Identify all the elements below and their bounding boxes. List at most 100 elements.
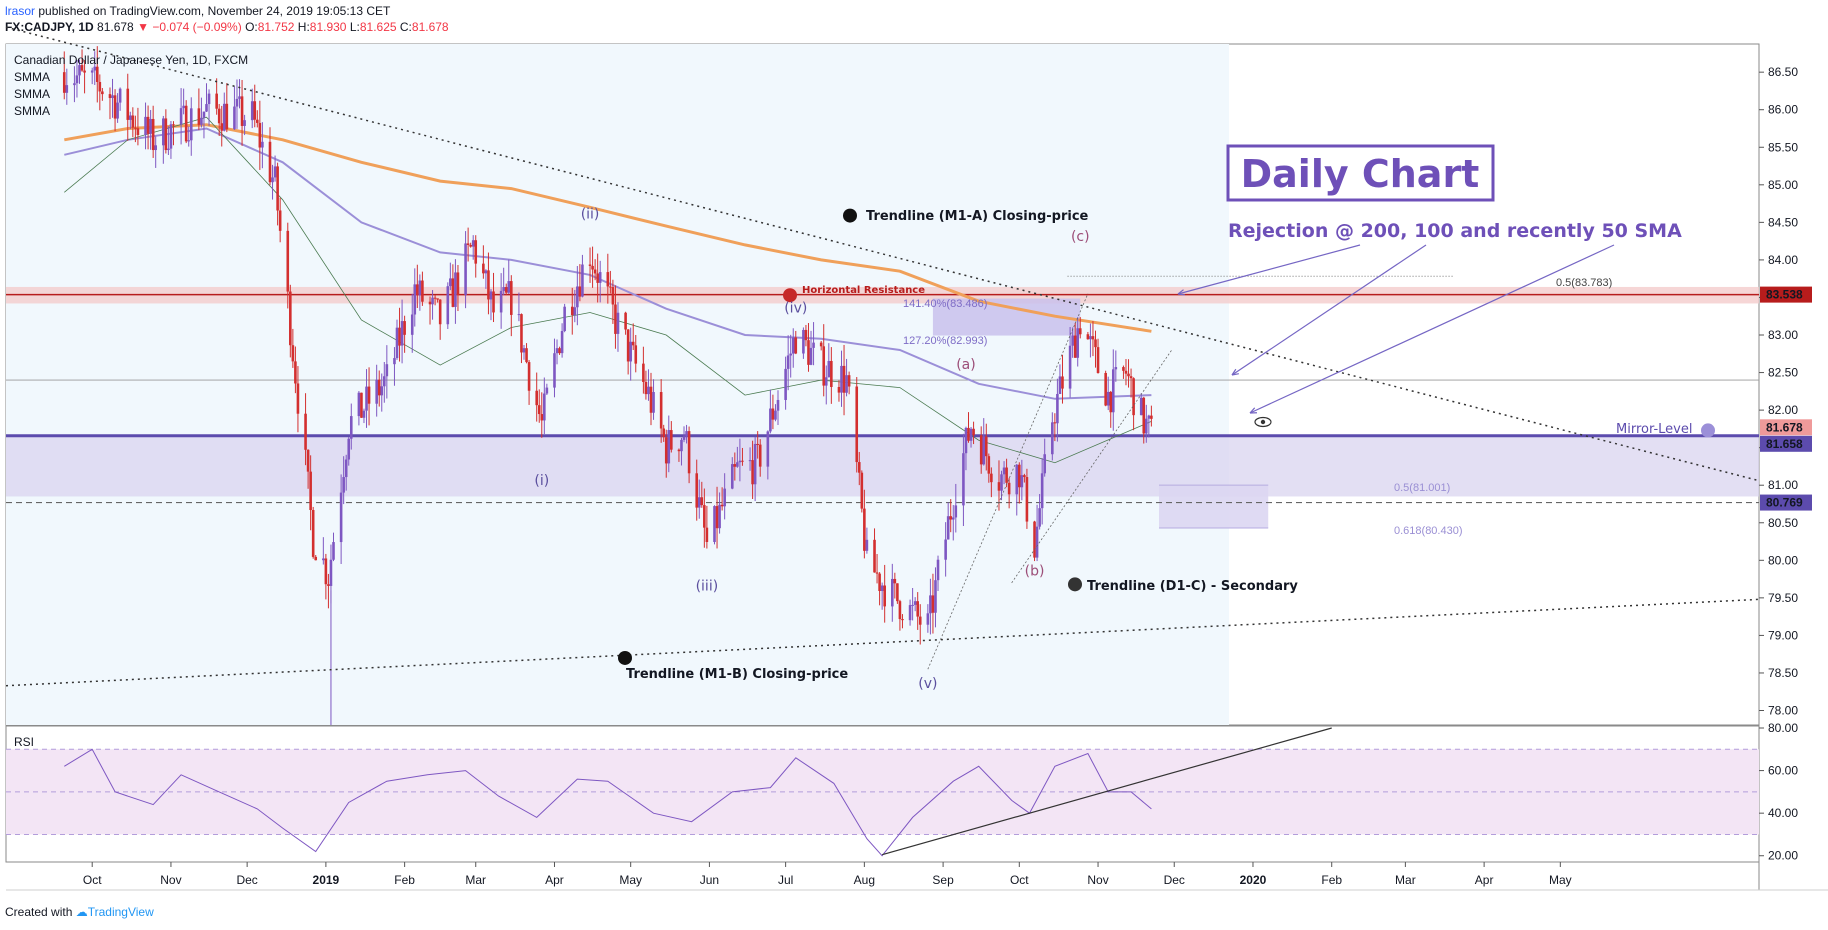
y-tick-label: 85.50 (1768, 140, 1798, 154)
candle-body (662, 428, 665, 438)
candle-body (502, 287, 505, 291)
candle (362, 408, 366, 424)
candle-body (233, 106, 236, 130)
candle-body (936, 559, 940, 581)
candle-body (558, 348, 561, 354)
candle-body (520, 314, 523, 353)
candle-body (398, 327, 401, 346)
candle (667, 415, 671, 473)
candle-body (1124, 370, 1128, 374)
candle-body (385, 364, 389, 377)
arrow-100-head (1231, 368, 1239, 376)
candle-body (990, 473, 993, 483)
candle-body (111, 95, 114, 99)
candle (979, 426, 983, 474)
candle (634, 334, 638, 373)
candle-body (789, 353, 792, 356)
candle-body (98, 81, 102, 92)
candle (116, 93, 119, 123)
candle (809, 330, 813, 366)
rsi-line (64, 748, 1152, 857)
candle-body (700, 497, 704, 506)
candle-body (207, 93, 211, 105)
candle (1056, 378, 1059, 442)
candle-body (1089, 336, 1092, 340)
candle (685, 424, 688, 444)
candle (1078, 317, 1082, 339)
candle (588, 247, 592, 283)
candle-body (525, 348, 528, 363)
candle-body (946, 516, 950, 540)
candle (982, 418, 986, 466)
candle (400, 299, 404, 364)
y-tick-label: 84.50 (1768, 215, 1798, 229)
candle-body (771, 408, 775, 420)
candle-body (626, 329, 630, 362)
candle (1132, 377, 1135, 431)
trendline-m1b (5, 598, 1760, 687)
candle (553, 338, 556, 398)
candle-body (101, 91, 104, 95)
candle (555, 339, 559, 365)
candle (563, 303, 566, 333)
candle-body (431, 297, 434, 305)
candle (837, 380, 841, 402)
candle (65, 68, 69, 105)
candle (525, 343, 528, 364)
candle (535, 372, 538, 422)
eye-icon[interactable] (1254, 416, 1272, 428)
candle-body (1106, 391, 1110, 406)
candle (189, 97, 193, 156)
candle (474, 235, 478, 278)
candle-body (327, 584, 330, 586)
candle (616, 302, 620, 352)
candle-body (723, 488, 726, 507)
candle (314, 554, 318, 561)
candle (129, 111, 132, 130)
candle (718, 492, 721, 534)
candle (418, 274, 422, 311)
candle (1005, 458, 1008, 488)
candle-body (149, 118, 152, 134)
candle-body (616, 312, 620, 334)
candle (543, 377, 546, 435)
candle-body (108, 94, 112, 99)
candle-body (842, 365, 846, 393)
candle-body (758, 444, 762, 467)
candle-body (182, 105, 185, 109)
candle-body (809, 347, 813, 365)
candle (80, 49, 84, 72)
candle-body (695, 473, 699, 508)
candle-body (93, 66, 97, 71)
author-link[interactable]: lrasor (5, 4, 36, 18)
close-label: C: (399, 20, 412, 34)
candle-body (362, 410, 366, 418)
resistance-anchor-icon (783, 288, 797, 303)
highlight-time-range (6, 44, 1229, 725)
tradingview-link[interactable]: TradingView (87, 905, 154, 919)
candle-body (90, 70, 94, 73)
price-tag-resistance (1760, 286, 1812, 303)
candle (332, 532, 335, 562)
candle (700, 481, 704, 508)
x-tick-label: Nov (1087, 873, 1108, 887)
candle-body (736, 462, 739, 467)
candle-body (987, 456, 991, 474)
candle-body (786, 355, 790, 369)
x-tick-label: Oct (1010, 873, 1029, 887)
candle-body (807, 340, 810, 365)
candle (111, 78, 114, 118)
candle (1043, 438, 1046, 477)
y-tick-label: 80.50 (1768, 516, 1798, 530)
candle-body (258, 122, 262, 148)
candle-body (972, 428, 975, 436)
candle (713, 505, 716, 545)
candle (482, 245, 485, 279)
publish-header: lrasor published on TradingView.com, Nov… (5, 4, 390, 19)
y-tick-label: 80.00 (1768, 553, 1798, 567)
candle-body (167, 148, 170, 151)
rsi-y-tick-label: 80.00 (1768, 721, 1798, 735)
price-tag-text-mirror: 81.658 (1766, 437, 1803, 451)
candle (591, 246, 594, 288)
